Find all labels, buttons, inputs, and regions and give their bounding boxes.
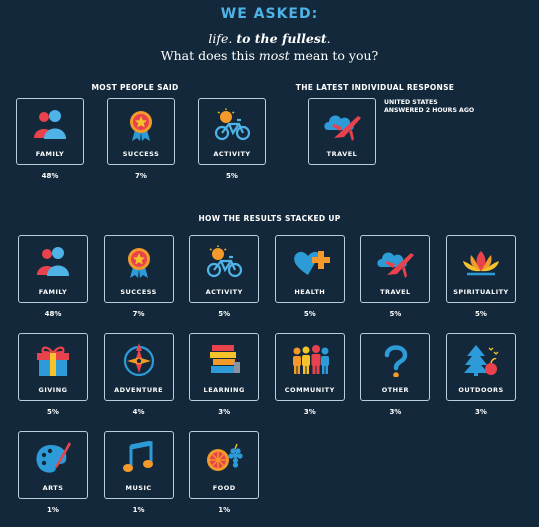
card-label: ADVENTURE	[114, 386, 164, 394]
card-label: GIVING	[38, 386, 68, 394]
most-people-title: MOST PEOPLE SAID	[91, 83, 179, 92]
results-title: HOW THE RESULTS STACKED UP	[198, 214, 341, 223]
question: What does this most mean to you?	[0, 48, 539, 63]
most-people-card-family: FAMILY	[16, 98, 84, 165]
question-part-a: What does this	[160, 48, 259, 63]
card-label: TRAVEL	[326, 150, 358, 158]
music-note-icon	[122, 441, 153, 472]
card-label: HEALTH	[294, 288, 326, 296]
compass-icon	[123, 343, 154, 377]
card-label: TRAVEL	[380, 288, 411, 296]
medal-icon	[130, 111, 152, 141]
tagline-fullest: to the fullest	[236, 31, 327, 46]
most-people-card-success: SUCCESS	[107, 98, 175, 165]
most-people-card-activity: ACTIVITY	[198, 98, 266, 165]
lotus-icon	[463, 251, 499, 276]
card-label: ACTIVITY	[205, 288, 243, 296]
card-label: SUCCESS	[120, 288, 157, 296]
card-label: FAMILY	[38, 288, 68, 296]
airplane-icon	[377, 252, 415, 278]
latest-location: UNITED STATES	[384, 99, 438, 106]
card-percent: 5%	[389, 310, 402, 318]
card-label: SPIRITUALITY	[453, 288, 509, 296]
card-percent: 3%	[475, 408, 487, 416]
result-card-health: HEALTH	[274, 235, 345, 303]
card-percent: 5%	[218, 310, 231, 318]
palette-icon	[36, 442, 71, 473]
medal-icon	[127, 248, 150, 278]
family-icon	[37, 247, 69, 276]
result-card-learning: LEARNING	[189, 333, 260, 401]
card-percent: 3%	[218, 408, 231, 416]
question-part-b: mean to you?	[289, 48, 379, 63]
result-card-success: SUCCESS	[103, 235, 174, 303]
card-percent: 1%	[218, 506, 231, 514]
heart-cross-icon	[293, 251, 330, 275]
question-icon	[385, 345, 408, 377]
card-percent: 48%	[41, 172, 59, 180]
latest-response-title: THE LATEST INDIVIDUAL RESPONSE	[295, 83, 455, 92]
result-card-community: COMMUNITY	[274, 333, 345, 401]
card-label: MUSIC	[125, 484, 152, 492]
result-card-adventure: ADVENTURE	[103, 333, 174, 401]
card-label: ARTS	[42, 484, 64, 492]
card-label: FOOD	[212, 484, 236, 492]
card-percent: 1%	[132, 506, 145, 514]
tree-icon	[464, 345, 499, 376]
card-label: OUTDOORS	[458, 386, 504, 394]
card-percent: 4%	[132, 408, 145, 416]
tagline-life: life	[208, 31, 229, 46]
result-card-activity: ACTIVITY	[189, 235, 260, 303]
card-percent: 48%	[44, 310, 62, 318]
card-label: OTHER	[381, 386, 410, 394]
card-percent: 1%	[47, 506, 59, 514]
card-label: LEARNING	[203, 386, 245, 394]
card-label: COMMUNITY	[284, 386, 335, 394]
books-icon	[210, 345, 241, 373]
tagline-end: .	[326, 31, 331, 46]
result-card-outdoors: OUTDOORS	[446, 333, 516, 401]
result-card-spirituality: SPIRITUALITY	[446, 235, 516, 303]
tagline-sep: .	[228, 31, 237, 46]
airplane-icon	[324, 115, 361, 141]
card-percent: 3%	[389, 408, 402, 416]
latest-card-travel: TRAVEL	[308, 98, 376, 165]
fruit-icon	[207, 443, 243, 471]
card-percent: 7%	[132, 310, 145, 318]
result-card-family: FAMILY	[18, 235, 88, 303]
card-percent: 3%	[303, 408, 316, 416]
card-percent: 7%	[135, 172, 147, 180]
family-icon	[34, 110, 66, 139]
card-percent: 5%	[475, 310, 487, 318]
result-card-food: FOOD	[189, 431, 260, 499]
card-percent: 5%	[226, 172, 238, 180]
bicycle-icon	[207, 245, 243, 278]
page-title: WE ASKED:	[220, 6, 319, 22]
result-card-travel: TRAVEL	[360, 235, 431, 303]
card-percent: 5%	[303, 310, 316, 318]
question-emphasis: most	[258, 48, 290, 63]
result-card-arts: ARTS	[18, 431, 88, 499]
card-label: ACTIVITY	[213, 150, 251, 158]
card-label: SUCCESS	[122, 150, 160, 158]
result-card-giving: GIVING	[18, 333, 88, 401]
card-label: FAMILY	[35, 150, 65, 158]
latest-time: ANSWERED 2 HOURS AGO	[384, 107, 475, 114]
bicycle-icon	[214, 108, 251, 141]
people-icon	[292, 345, 329, 374]
tagline: life. to the fullest.	[0, 31, 539, 46]
result-card-music: MUSIC	[103, 431, 174, 499]
result-card-other: OTHER	[360, 333, 431, 401]
card-percent: 5%	[47, 408, 59, 416]
gift-icon	[37, 346, 69, 376]
